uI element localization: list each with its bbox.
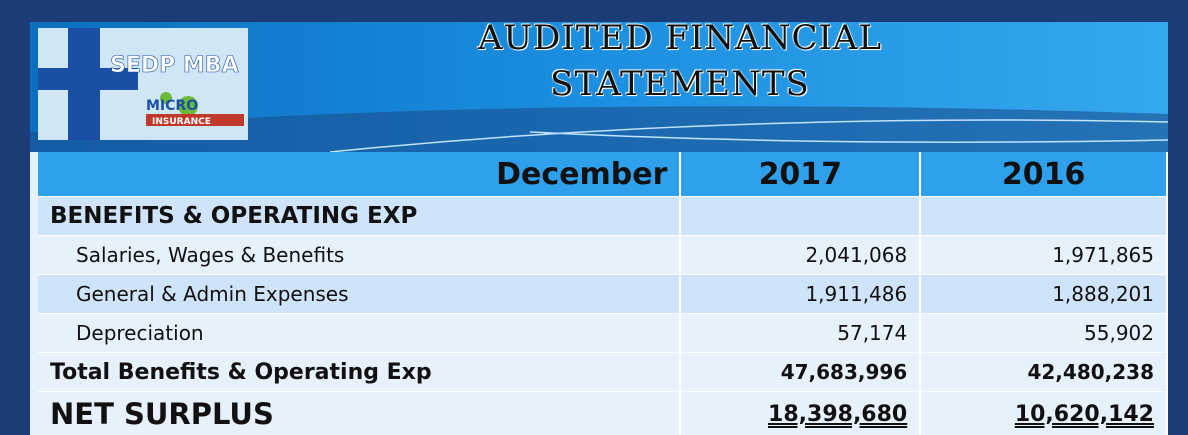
- column-header: 2016: [920, 152, 1168, 197]
- row-label: Total Benefits & Operating Exp: [38, 352, 682, 392]
- column-header: 2017: [680, 152, 922, 197]
- row-label: NET SURPLUS: [38, 391, 682, 435]
- row-label: General & Admin Expenses: [38, 274, 682, 314]
- cell-value: 1,971,865: [920, 235, 1168, 275]
- table-row: General & Admin Expenses 1,911,486 1,888,2…: [38, 274, 1168, 314]
- table-row: Total Benefits & Operating Exp 47,683,996…: [38, 352, 1168, 392]
- cell-value: 1,888,201: [920, 274, 1168, 314]
- table-row: Depreciation 57,174 55,902: [38, 313, 1168, 353]
- title-line: STATEMENTS: [550, 64, 810, 104]
- slide: SEDP MBA MICRO INSURANCE AUDITED FINANCI…: [30, 22, 1168, 435]
- logo-tag: INSURANCE: [152, 117, 211, 127]
- cell-value: 10,620,142: [920, 391, 1168, 435]
- cell-value: 55,902: [920, 313, 1168, 353]
- cell-value: 18,398,680: [680, 391, 922, 435]
- cell-value: 47,683,996: [680, 352, 922, 392]
- header-curves: [30, 106, 1168, 152]
- row-label: Depreciation: [38, 313, 682, 353]
- column-header: December: [38, 152, 682, 197]
- logo-name: SEDP MBA: [110, 53, 239, 78]
- row-label: BENEFITS & OPERATING EXP: [38, 196, 682, 236]
- empty-cell: [920, 196, 1168, 236]
- financial-table: December 2017 2016 BENEFITS & OPERATING EXP…: [38, 152, 1168, 435]
- header: SEDP MBA MICRO INSURANCE AUDITED FINANCI…: [30, 22, 1168, 152]
- logo-sub: MICRO: [146, 98, 198, 114]
- row-label: Salaries, Wages & Benefits: [38, 235, 682, 275]
- table-row: NET SURPLUS 18,398,680 10,620,142: [38, 391, 1168, 435]
- table-row: BENEFITS & OPERATING EXP: [38, 196, 1168, 236]
- cell-value: 1,911,486: [680, 274, 922, 314]
- table-row: Salaries, Wages & Benefits 2,041,068 1,971…: [38, 235, 1168, 275]
- cell-value: 57,174: [680, 313, 922, 353]
- header-row: December 2017 2016: [38, 152, 1168, 197]
- logo: SEDP MBA MICRO INSURANCE: [38, 28, 248, 140]
- empty-cell: [680, 196, 922, 236]
- cell-value: 42,480,238: [920, 352, 1168, 392]
- logo-art: SEDP MBA MICRO INSURANCE: [38, 28, 244, 140]
- cell-value: 2,041,068: [680, 235, 922, 275]
- title-line: AUDITED FINANCIAL: [477, 22, 883, 58]
